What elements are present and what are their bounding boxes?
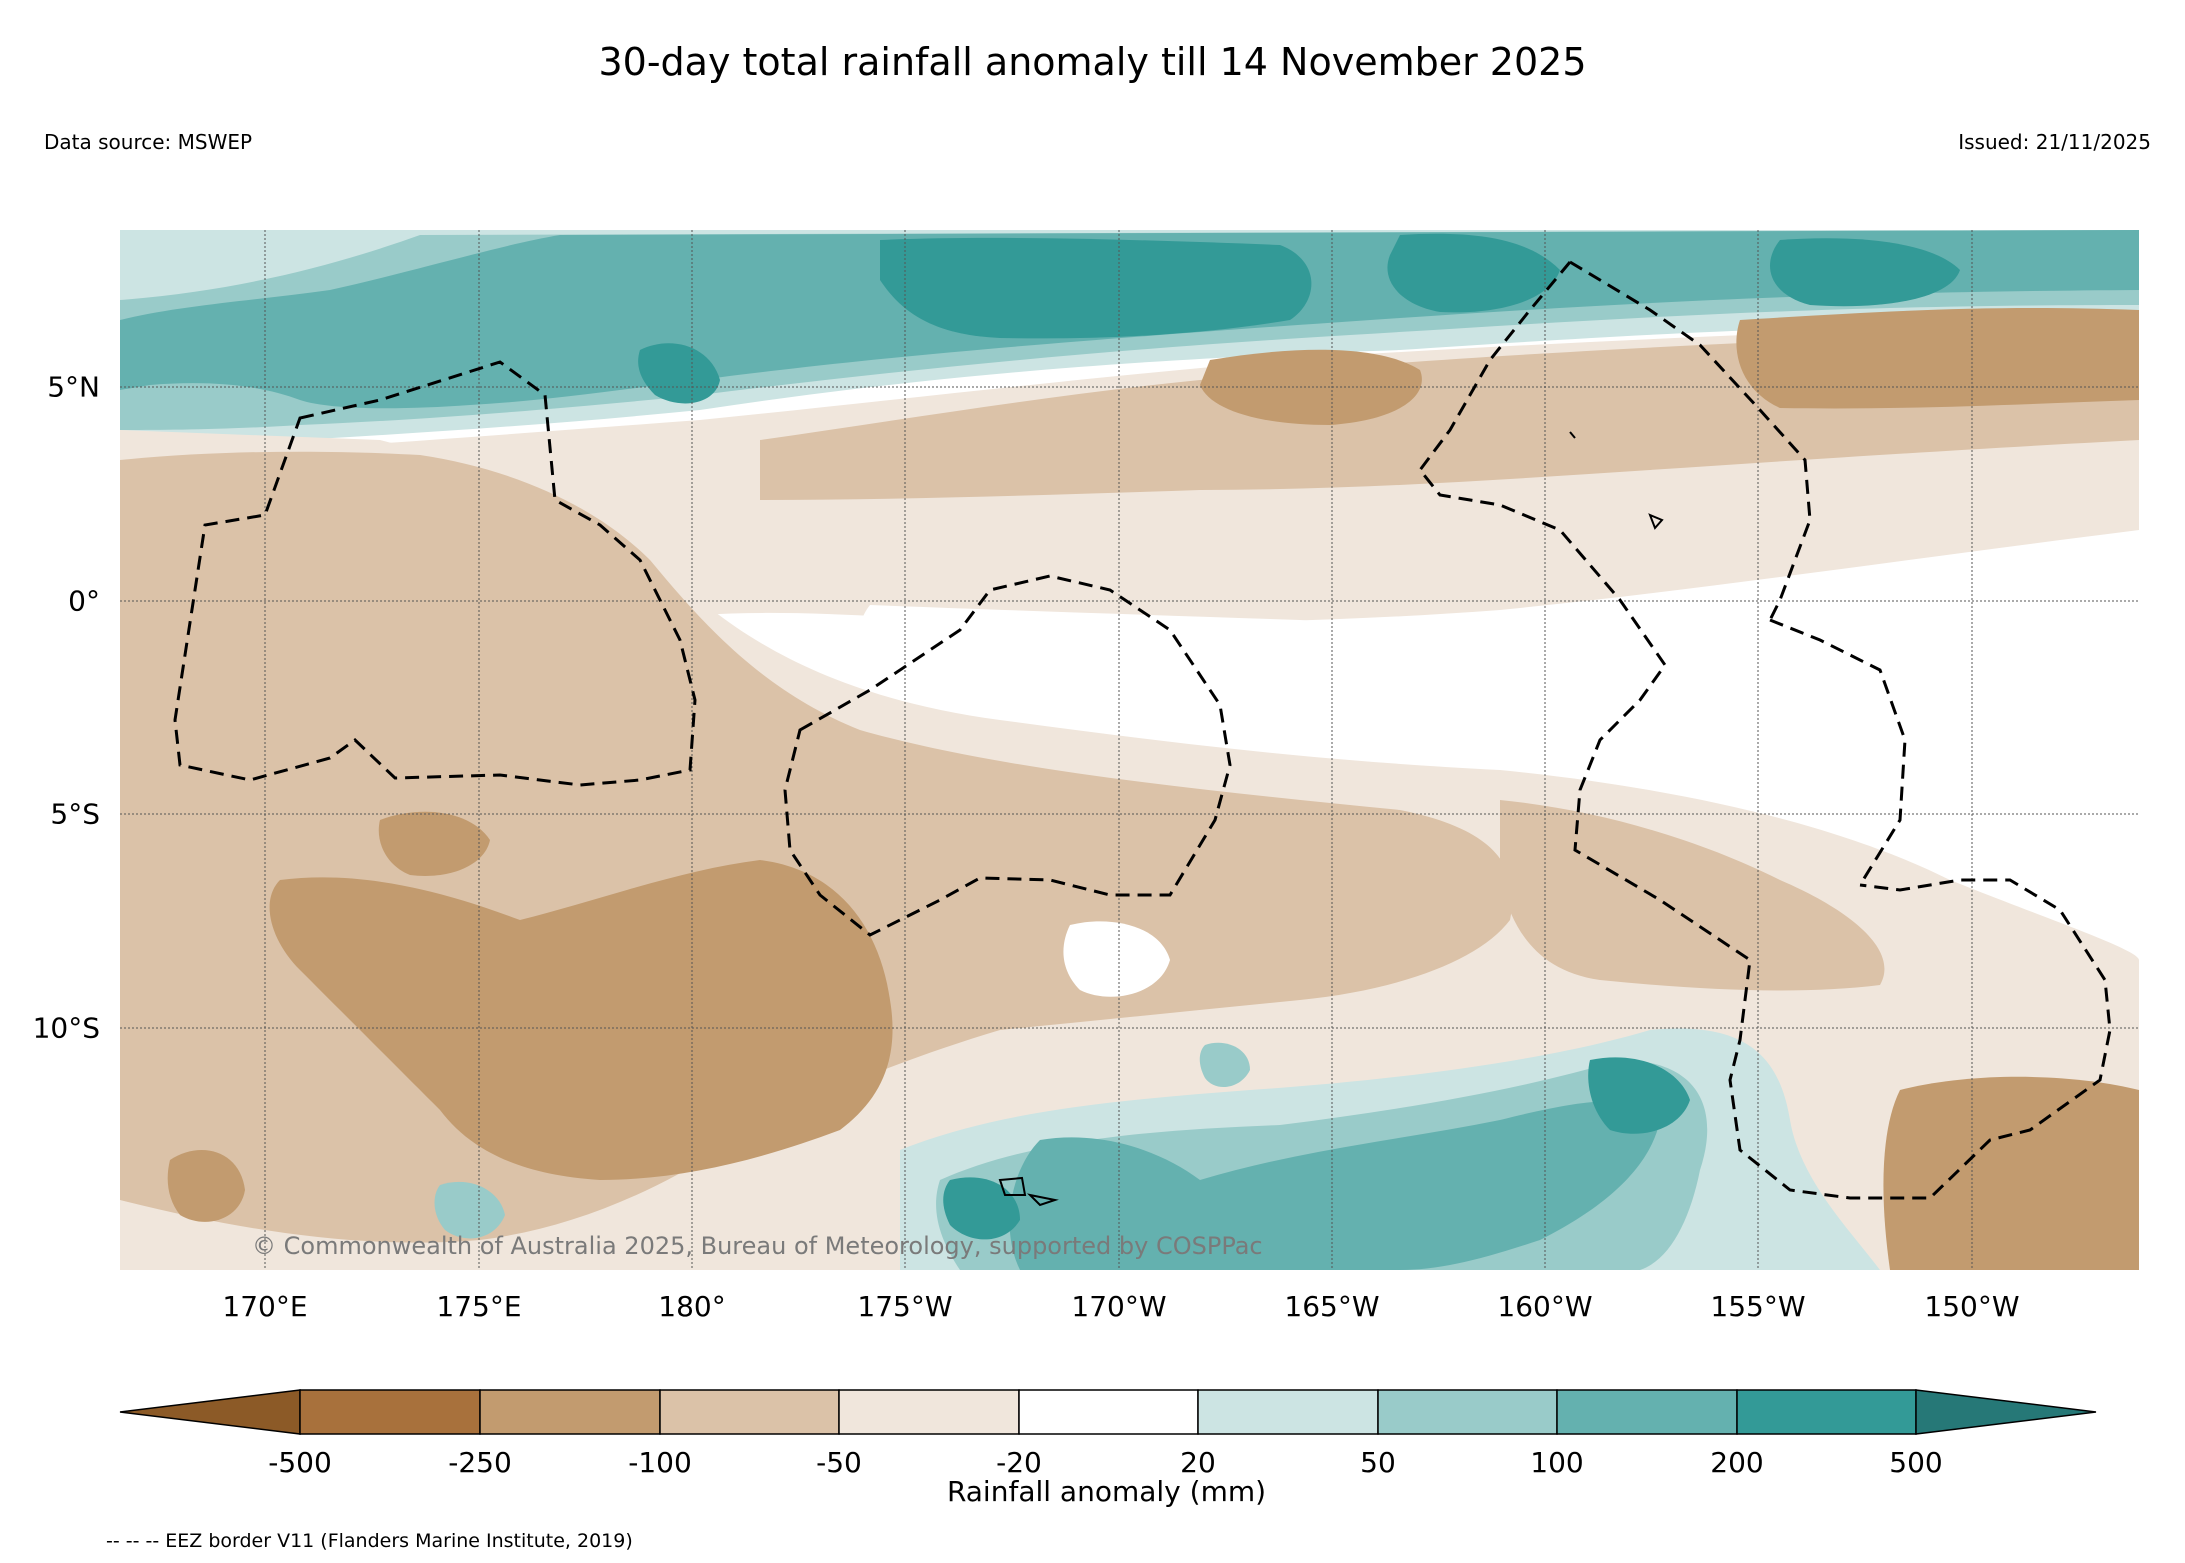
wet-south-500 bbox=[1588, 1057, 1690, 1134]
colorbar-tick: 100 bbox=[1530, 1446, 1584, 1479]
lon-label: 155°W bbox=[1710, 1290, 1806, 1323]
colorbar-tick: 500 bbox=[1889, 1446, 1943, 1479]
wet-isolated bbox=[1199, 1042, 1250, 1088]
colorbar-bin-4 bbox=[838, 1389, 1020, 1435]
wet-band-north-500 bbox=[880, 237, 1312, 339]
near-normal-hole bbox=[1063, 921, 1170, 997]
issued-date: Issued: 21/11/2025 bbox=[1958, 130, 2151, 154]
wet-band-north-500b bbox=[1387, 233, 1560, 313]
eez-border-tokelau bbox=[783, 574, 1232, 937]
lat-label: 5°N bbox=[47, 370, 100, 404]
colorbar-bin-9 bbox=[1736, 1389, 1917, 1435]
eez-footnote: -- -- -- EEZ border V11 (Flanders Marine… bbox=[106, 1530, 633, 1552]
colorbar-bin-5 bbox=[1018, 1389, 1199, 1435]
colorbar-tick: 50 bbox=[1360, 1446, 1396, 1479]
colorbar-tick: -20 bbox=[996, 1446, 1042, 1479]
colorbar-tick: -100 bbox=[628, 1446, 692, 1479]
wet-band-north-500d bbox=[638, 343, 720, 404]
colorbar-bin-7 bbox=[1377, 1389, 1558, 1435]
lat-label: 10°S bbox=[32, 1011, 100, 1045]
data-source: Data source: MSWEP bbox=[44, 130, 253, 154]
dry-east-50 bbox=[1500, 800, 1885, 991]
lon-label: 160°W bbox=[1497, 1290, 1593, 1323]
islands bbox=[998, 431, 1664, 1207]
dry-belt-north-100b bbox=[1736, 308, 2139, 409]
lon-label: 165°W bbox=[1284, 1290, 1380, 1323]
colorbar-extend-low bbox=[119, 1389, 301, 1435]
island-b bbox=[1026, 1193, 1059, 1207]
lon-label: 180° bbox=[658, 1290, 726, 1323]
lon-label: 150°W bbox=[1924, 1290, 2020, 1323]
colorbar-bin-1 bbox=[299, 1389, 481, 1435]
dry-belt-north-100 bbox=[1200, 349, 1422, 425]
wet-south-west bbox=[434, 1181, 505, 1239]
wet-south-200 bbox=[1009, 1101, 1660, 1270]
dry-mass-south-100c bbox=[167, 1150, 245, 1222]
eez-border-kiribati-west bbox=[173, 360, 697, 787]
dry-mass-south-100d bbox=[1883, 1076, 2139, 1270]
eez-border-line-islands bbox=[1569, 260, 1812, 621]
island-c bbox=[1648, 513, 1664, 530]
eez-border-east bbox=[1769, 618, 1907, 886]
near-normal-zone-east bbox=[1780, 634, 2139, 764]
graticule bbox=[120, 230, 2139, 1270]
dry-mass-south-100b bbox=[378, 811, 490, 876]
colorbar-tick: -500 bbox=[268, 1446, 332, 1479]
dry-mass-south-100 bbox=[269, 860, 893, 1180]
near-normal-zone bbox=[860, 605, 2000, 805]
colorbar-tick: -50 bbox=[816, 1446, 862, 1479]
colorbar-bin-8 bbox=[1556, 1389, 1738, 1435]
colorbar-bin-6 bbox=[1197, 1389, 1379, 1435]
colorbar-tick: 200 bbox=[1710, 1446, 1764, 1479]
island-d bbox=[1569, 431, 1576, 439]
rainfall-anomaly-field bbox=[120, 230, 2139, 1270]
lon-label: 170°W bbox=[1071, 1290, 1167, 1323]
colorbar-label: Rainfall anomaly (mm) bbox=[946, 1475, 1267, 1508]
lon-label: 175°E bbox=[436, 1290, 522, 1323]
lon-label: 175°W bbox=[857, 1290, 953, 1323]
colorbar-extend-high bbox=[1915, 1389, 2097, 1435]
colorbar-tick: 20 bbox=[1180, 1446, 1216, 1479]
lon-label: 170°E bbox=[222, 1290, 308, 1323]
colorbar-bin-3 bbox=[659, 1389, 840, 1435]
colorbar-tick: -250 bbox=[448, 1446, 512, 1479]
colorbar-bin-2 bbox=[479, 1389, 661, 1435]
colorbar bbox=[119, 1389, 2097, 1435]
eez-borders bbox=[173, 260, 2112, 1200]
map-title: 30-day total rainfall anomaly till 14 No… bbox=[598, 40, 1587, 84]
lat-label: 0° bbox=[68, 584, 100, 618]
eez-border-phoenix-line bbox=[1418, 261, 2112, 1200]
wet-south-500b bbox=[943, 1177, 1020, 1240]
copyright-notice: © Commonwealth of Australia 2025, Bureau… bbox=[252, 1232, 1263, 1260]
island-a bbox=[998, 1176, 1027, 1196]
wet-band-north-500c bbox=[1770, 238, 1960, 307]
lat-label: 5°S bbox=[50, 797, 100, 831]
